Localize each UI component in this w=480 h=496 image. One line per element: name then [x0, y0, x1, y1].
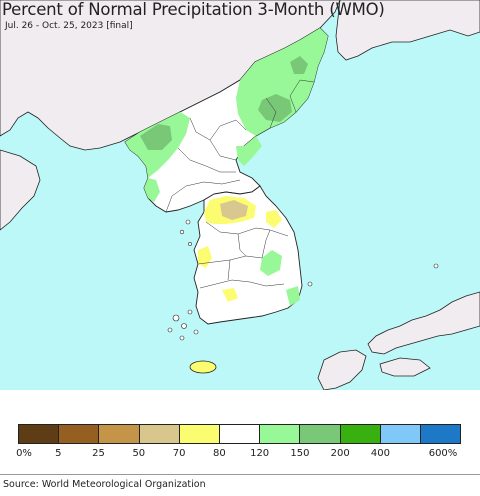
province-borders — [165, 79, 315, 289]
legend-tick-label: 200 — [330, 448, 350, 459]
footer: Source: World Meteorological Organizatio… — [0, 474, 480, 496]
nk-midgreen-ne2 — [290, 56, 308, 74]
legend-swatch — [179, 425, 220, 443]
precipitation-map — [0, 0, 480, 391]
sk-green-central — [260, 250, 282, 276]
japan-kyushu — [317, 349, 367, 391]
nk-green-west — [144, 178, 160, 202]
legend-swatch — [139, 425, 180, 443]
legend-tick-label: 400 — [370, 448, 390, 459]
japan-landmass — [367, 291, 480, 355]
map-title: Percent of Normal Precipitation 3-Month … — [2, 0, 385, 19]
source-text: Source: World Meteorological Organizatio… — [3, 479, 206, 490]
russia-landmass — [335, 0, 480, 61]
legend-tick-label: 0% — [16, 448, 32, 459]
legend-tick-label: 600% — [428, 448, 458, 459]
legend-tick-label: 70 — [172, 448, 186, 459]
color-legend — [18, 424, 461, 444]
legend-swatch — [420, 425, 461, 443]
china-coast-south — [0, 149, 41, 231]
map-period: Jul. 26 - Oct. 25, 2023 [final] — [5, 21, 133, 31]
nk-green-east-coast — [236, 136, 262, 166]
sk-green-southeast — [286, 286, 300, 306]
legend-swatch — [380, 425, 421, 443]
legend-swatch — [260, 425, 301, 443]
legend-swatch — [19, 425, 60, 443]
nk-midgreen-nw — [140, 124, 172, 150]
legend-tick-label: 50 — [132, 448, 146, 459]
sk-tan-north — [220, 200, 248, 220]
legend-ticks: 0% 5 25 50 70 80 120 150 200 400 600% — [0, 448, 480, 462]
legend-swatch — [99, 425, 140, 443]
legend-swatch — [300, 425, 341, 443]
japan-shikoku — [379, 357, 431, 377]
jeju-island — [189, 360, 217, 374]
legend-tick-label: 150 — [290, 448, 310, 459]
small-islands — [167, 219, 439, 341]
legend-swatch — [59, 425, 100, 443]
legend-tick-label: 80 — [212, 448, 226, 459]
nk-midgreen-ne — [258, 94, 292, 122]
legend-tick-label: 25 — [92, 448, 105, 459]
legend-swatch — [219, 425, 261, 443]
legend-tick-label: 120 — [250, 448, 270, 459]
sk-yellow-east — [266, 210, 282, 228]
legend-swatch — [340, 425, 381, 443]
legend-tick-label: 5 — [55, 448, 62, 459]
sk-yellow-south — [222, 288, 238, 302]
